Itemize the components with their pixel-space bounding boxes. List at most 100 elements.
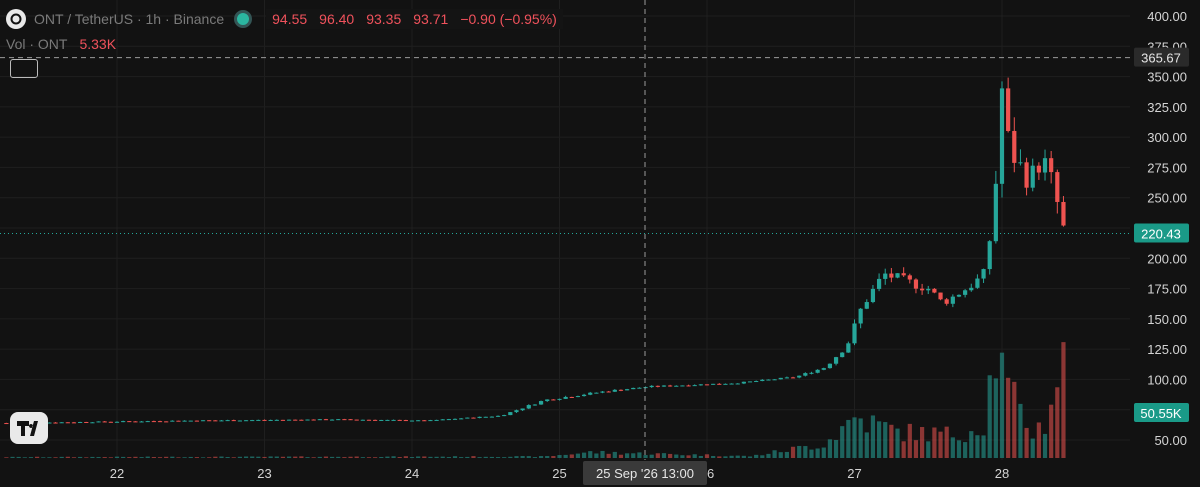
volume-bar [409,457,415,458]
candle-body [133,421,138,423]
volume-bar [213,456,218,458]
last-price-badge: 220.43 [1141,227,1181,242]
candle-body [256,419,261,421]
volume-bar [938,431,943,458]
volume-bar [22,457,27,458]
candle-body [47,422,52,424]
symbol-title[interactable]: ONT / TetherUS · 1h · Binance [34,11,225,27]
volume-bar [1018,403,1023,458]
candle-body [631,387,636,390]
candle-body [317,419,322,421]
volume-bar [532,457,538,458]
candle-body [956,294,962,297]
candle-body [299,419,304,421]
candle-body [446,419,451,421]
volume-bar [121,456,126,458]
volume-bar [157,457,163,458]
candle-body [833,357,839,364]
crosshair-time-label: 25 Sep '26 13:00 [596,466,694,481]
time-tick-label: 24 [405,466,419,481]
volume-bar [96,457,101,458]
price-tick-label: 50.00 [1154,433,1187,448]
candle-body [913,279,919,289]
volume-bar [803,446,808,458]
candle-body [686,385,691,387]
crosshair-time-bg [583,461,707,485]
candle-body [231,420,236,422]
candle-body [618,389,624,391]
volume-bar [495,457,501,458]
volume-bar [944,426,949,458]
volume-bar [913,440,919,458]
candle-body [1018,162,1023,164]
candle-body [932,288,937,293]
candle-body [852,323,857,344]
volume-bar [35,456,40,458]
candle-body [944,299,949,304]
time-tick-label: 22 [110,466,124,481]
volume-bar [889,424,894,458]
volume-bar [256,456,261,458]
volume-bar [360,457,365,458]
candle-body [532,404,538,406]
last-volume-badge-bg [1134,403,1189,422]
candle-body [1036,165,1041,173]
volume-bar [698,455,703,458]
tradingview-logo-icon[interactable] [10,412,48,444]
volume-bar [637,452,642,458]
volume-bar [65,456,70,458]
candle-body [1012,130,1017,163]
volume-bar [434,456,439,458]
candle-body [840,352,845,358]
candle-body [348,419,353,421]
candle-body [766,379,771,381]
volume-bar [551,456,556,458]
volume-bar [631,453,636,458]
volume-bar [833,439,839,458]
candle-body [108,421,113,423]
candle-body [981,269,986,279]
candle-body [1042,158,1048,173]
candle-body [643,387,648,389]
candle-body [366,419,372,421]
time-tick-label: 28 [995,466,1009,481]
candle-body [569,396,574,398]
candle-body [741,381,746,384]
candle-body [188,420,193,422]
volume-bar [876,421,882,458]
crosshair-price-label: 365.67 [1141,51,1181,66]
candle-body [754,381,759,383]
volume-bar [717,456,722,458]
candle-body [170,420,175,422]
candle-body [950,296,955,304]
volume-bar [729,455,734,458]
volume-bar [907,423,912,458]
candle-body [778,377,783,380]
volume-bar [778,452,783,458]
change-value: −0.90 (−0.95%) [460,11,557,27]
candle-body [735,383,740,385]
volume-bar [864,432,869,458]
candle-body [588,392,593,395]
volume-bar [981,435,986,458]
volume-bar [428,456,433,458]
candle-body [121,421,126,423]
volume-bar [526,456,531,458]
candle-body [139,421,144,423]
candle-body [747,381,753,383]
collapse-legend-button[interactable] [10,59,38,78]
candle-body [78,421,83,423]
volume-bar [747,456,753,458]
volume-bar [760,455,765,458]
volume-bar [563,454,568,458]
candle-body [194,420,199,422]
volume-bar [999,352,1005,458]
volume-bar [274,456,279,458]
volume-bar [16,456,21,458]
candle-body [422,420,427,422]
volume-bar [354,456,359,458]
candle-body [164,421,169,423]
candle-body [514,410,519,413]
volume-bar [932,427,937,458]
